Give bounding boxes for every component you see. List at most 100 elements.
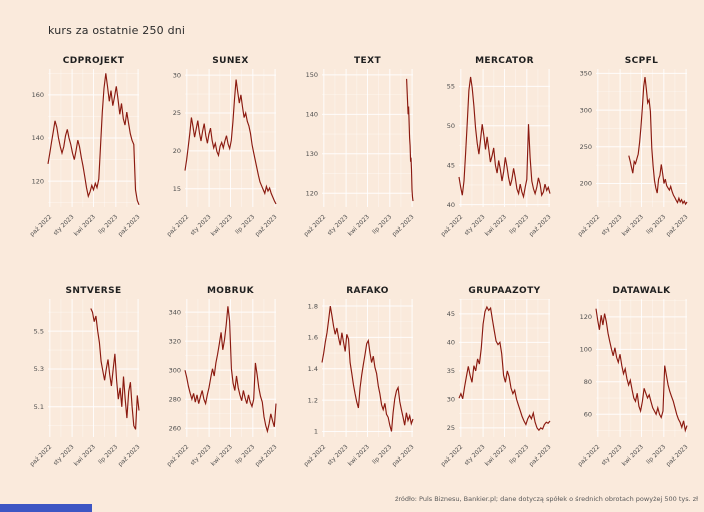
x-tick-label: kwi 2023: [73, 213, 97, 237]
page-title: kurs za ostatnie 250 dni: [48, 24, 186, 37]
y-tick-label: 5.1: [34, 403, 44, 411]
price-line: [321, 306, 414, 432]
x-tick-label: kwi 2023: [347, 213, 371, 237]
y-tick-label: 60: [584, 410, 592, 418]
x-tick-label: lip 2023: [97, 213, 119, 235]
price-line: [406, 78, 414, 202]
chart-title: SNTVERSE: [65, 286, 121, 296]
y-tick-label: 35: [447, 367, 455, 375]
y-tick-label: 45: [447, 310, 455, 318]
y-tick-label: 250: [580, 143, 592, 151]
y-tick-label: 120: [306, 189, 318, 197]
x-tick-label: lip 2023: [97, 443, 119, 465]
price-line: [184, 306, 277, 434]
x-tick-label: kwi 2023: [347, 443, 371, 467]
x-tick-label: kwi 2023: [210, 213, 234, 237]
chart-title: CDPROJEKT: [63, 56, 125, 66]
y-tick-label: 5.3: [34, 365, 44, 373]
chart-title: SCPFL: [625, 56, 659, 66]
chart-title: MOBRUK: [207, 286, 255, 296]
y-tick-label: 40: [447, 339, 455, 347]
price-line: [184, 79, 277, 205]
x-tick-label: lip 2023: [508, 443, 530, 465]
x-tick-label: paź 2023: [665, 213, 690, 238]
x-tick-label: paź 2023: [117, 443, 142, 468]
y-tick-label: 280: [169, 395, 181, 403]
chart-title: MERCATOR: [475, 56, 534, 66]
y-tick-label: 300: [169, 366, 181, 374]
x-tick-label: paź 2022: [577, 213, 602, 238]
y-tick-label: 320: [169, 337, 181, 345]
charts-grid: 120 140 160 paź 2022 sty 2023 kwi 2023 lip 202…: [8, 52, 693, 512]
y-tick-label: 20: [173, 147, 181, 155]
x-tick-label: paź 2022: [166, 213, 191, 238]
y-tick-label: 30: [173, 71, 181, 79]
price-line: [458, 305, 551, 432]
chart-title: GRUPAAZOTY: [468, 286, 540, 296]
y-tick-label: 140: [306, 111, 318, 119]
y-tick-label: 1.4: [308, 365, 318, 373]
x-tick-label: lip 2023: [645, 213, 667, 235]
x-tick-label: kwi 2023: [484, 213, 508, 237]
y-tick-label: 160: [32, 91, 44, 99]
y-tick-label: 40: [447, 201, 455, 209]
y-tick-label: 50: [447, 122, 455, 130]
y-tick-label: 5.5: [34, 327, 44, 335]
chart-title: SUNEX: [212, 56, 248, 66]
x-tick-label: paź 2023: [528, 213, 553, 238]
x-tick-label: paź 2023: [528, 443, 553, 468]
x-tick-label: paź 2023: [391, 213, 416, 238]
price-line: [90, 308, 140, 430]
x-tick-label: paź 2022: [440, 213, 465, 238]
y-tick-label: 15: [173, 185, 181, 193]
x-tick-label: paź 2022: [303, 443, 328, 468]
y-tick-label: 1.2: [308, 396, 318, 404]
x-tick-label: kwi 2023: [621, 443, 645, 467]
x-tick-label: lip 2023: [234, 443, 256, 465]
y-tick-label: 340: [169, 308, 181, 316]
x-tick-label: paź 2022: [440, 443, 465, 468]
y-tick-label: 150: [306, 71, 318, 79]
x-tick-label: paź 2023: [254, 213, 279, 238]
y-tick-label: 100: [580, 346, 592, 354]
x-tick-label: kwi 2023: [621, 213, 645, 237]
x-tick-label: paź 2023: [665, 443, 690, 468]
y-tick-label: 260: [169, 424, 181, 432]
bottom-left-accent-bar: [0, 504, 92, 512]
y-tick-label: 45: [447, 161, 455, 169]
chart-title: RAFAKO: [346, 286, 389, 296]
x-tick-label: lip 2023: [508, 213, 530, 235]
x-tick-label: paź 2023: [254, 443, 279, 468]
y-tick-label: 80: [584, 378, 592, 386]
source-footnote: źródło: Puls Biznesu, Bankier.pl; dane d…: [394, 495, 698, 503]
x-tick-label: lip 2023: [371, 213, 393, 235]
y-tick-label: 350: [580, 70, 592, 78]
price-line: [458, 76, 551, 199]
y-tick-label: 30: [447, 396, 455, 404]
y-tick-label: 120: [580, 313, 592, 321]
y-tick-label: 1.8: [308, 302, 318, 310]
x-tick-label: paź 2023: [391, 443, 416, 468]
price-line: [47, 73, 140, 206]
y-tick-label: 130: [306, 150, 318, 158]
y-tick-label: 25: [173, 109, 181, 117]
x-tick-label: kwi 2023: [73, 443, 97, 467]
price-line: [628, 77, 688, 206]
y-tick-label: 25: [447, 424, 455, 432]
y-tick-label: 55: [447, 83, 455, 91]
x-tick-label: paź 2022: [29, 443, 54, 468]
y-tick-label: 1: [314, 428, 318, 436]
y-tick-label: 1.6: [308, 334, 318, 342]
x-tick-label: lip 2023: [645, 443, 667, 465]
y-tick-label: 120: [32, 177, 44, 185]
